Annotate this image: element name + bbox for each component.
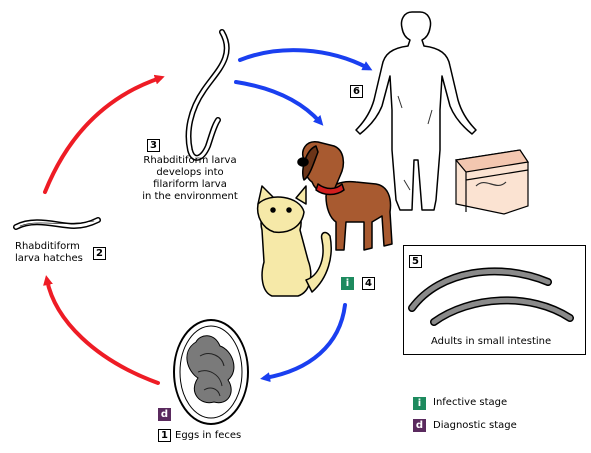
legend-infective-badge: i bbox=[413, 397, 426, 410]
egg-with-larva bbox=[173, 319, 249, 425]
stage-1-label: Eggs in feces bbox=[175, 430, 242, 441]
arrow-to-dog bbox=[234, 80, 324, 126]
filariform-larva bbox=[185, 29, 230, 161]
adult-worms bbox=[408, 267, 574, 326]
stage-number-5: 5 bbox=[409, 255, 422, 268]
arrow-host-to-eggs bbox=[260, 303, 347, 383]
stage-number-2: 2 bbox=[93, 247, 106, 260]
stage-3-label: Rhabditiform larva develops into filarif… bbox=[128, 155, 252, 203]
stage-3-label-line-3: filariform larva bbox=[153, 179, 227, 190]
stage-number-6: 6 bbox=[350, 85, 363, 98]
legend-diagnostic-label: Diagnostic stage bbox=[433, 420, 517, 431]
human-host bbox=[355, 11, 477, 211]
arrow-larva-to-filariform bbox=[43, 74, 165, 194]
legend-diagnostic-badge: d bbox=[413, 419, 426, 432]
infective-stage-badge: i bbox=[341, 277, 354, 290]
diagnostic-stage-badge: d bbox=[158, 408, 171, 421]
legend-infective-label: Infective stage bbox=[433, 397, 508, 408]
stage-2-label-line-1: Rhabditiform bbox=[15, 241, 80, 252]
arrow-to-human bbox=[238, 48, 373, 71]
stage-2-label: Rhabditiform larva hatches bbox=[15, 241, 83, 265]
arrow-eggs-to-larva bbox=[43, 275, 160, 385]
adults-panel-frame bbox=[403, 245, 586, 355]
dog-host bbox=[297, 141, 393, 251]
stage-3-label-line-2: develops into bbox=[156, 167, 224, 178]
cat-host bbox=[256, 185, 332, 297]
stage-2-label-line-2: larva hatches bbox=[15, 253, 83, 264]
stage-5-label: Adults in small intestine bbox=[431, 336, 552, 347]
stage-3-label-line-4: in the environment bbox=[142, 191, 238, 202]
skin-section bbox=[454, 149, 530, 215]
stage-number-3: 3 bbox=[147, 139, 160, 152]
rhabditiform-larva bbox=[13, 217, 101, 230]
stage-3-label-line-1: Rhabditiform larva bbox=[143, 155, 237, 166]
stage-number-4: 4 bbox=[362, 277, 375, 290]
stage-number-1: 1 bbox=[158, 429, 171, 442]
